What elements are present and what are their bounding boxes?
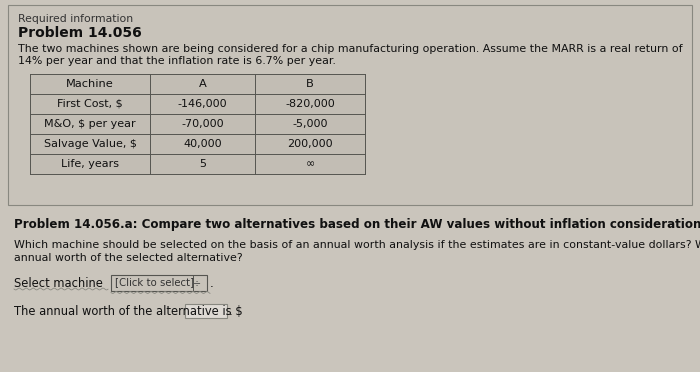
- Text: 40,000: 40,000: [183, 139, 222, 149]
- Text: Life, years: Life, years: [61, 159, 119, 169]
- Text: -5,000: -5,000: [293, 119, 328, 129]
- Text: ÷: ÷: [193, 278, 201, 288]
- Text: Which machine should be selected on the basis of an annual worth analysis if the: Which machine should be selected on the …: [14, 240, 700, 250]
- Text: M&O, $ per year: M&O, $ per year: [44, 119, 136, 129]
- Text: .: .: [229, 305, 232, 318]
- Text: -70,000: -70,000: [181, 119, 224, 129]
- Text: Select machine: Select machine: [14, 277, 103, 290]
- Text: A: A: [199, 79, 206, 89]
- Text: [Click to select]: [Click to select]: [115, 278, 194, 288]
- Text: 200,000: 200,000: [287, 139, 332, 149]
- Text: .: .: [210, 277, 214, 290]
- Bar: [185, 304, 227, 318]
- Text: 14% per year and that the inflation rate is 6.7% per year.: 14% per year and that the inflation rate…: [18, 56, 336, 66]
- Bar: [111, 275, 207, 291]
- Text: Machine: Machine: [66, 79, 114, 89]
- Text: B: B: [306, 79, 314, 89]
- Text: Problem 14.056.a: Compare two alternatives based on their AW values without infl: Problem 14.056.a: Compare two alternativ…: [14, 218, 700, 231]
- Text: -146,000: -146,000: [178, 99, 228, 109]
- Text: -820,000: -820,000: [285, 99, 335, 109]
- Text: Salvage Value, $: Salvage Value, $: [43, 139, 136, 149]
- Text: The annual worth of the alternative is $: The annual worth of the alternative is $: [14, 305, 243, 318]
- Text: ∞: ∞: [305, 159, 314, 169]
- Text: First Cost, $: First Cost, $: [57, 99, 122, 109]
- Text: Required information: Required information: [18, 14, 133, 24]
- Text: 5: 5: [199, 159, 206, 169]
- Bar: [30, 74, 365, 174]
- Bar: [8, 5, 692, 205]
- Text: Problem 14.056: Problem 14.056: [18, 26, 141, 40]
- Text: annual worth of the selected alternative?: annual worth of the selected alternative…: [14, 253, 243, 263]
- Text: The two machines shown are being considered for a chip manufacturing operation. : The two machines shown are being conside…: [18, 44, 682, 54]
